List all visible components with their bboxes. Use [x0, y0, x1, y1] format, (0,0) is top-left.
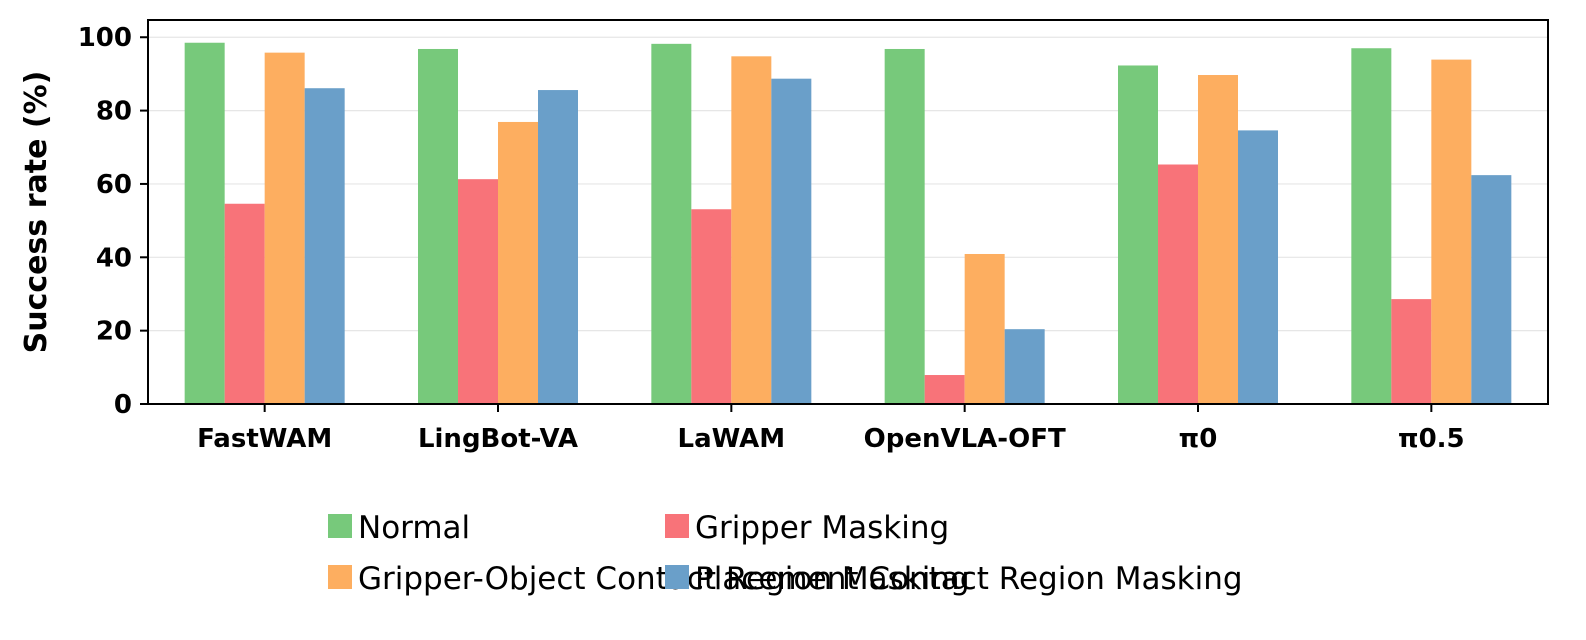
- bar--0-5-gripper-masking: [1391, 299, 1432, 404]
- y-tick-label: 0: [114, 390, 132, 420]
- x-tick-label: π0: [1179, 424, 1218, 454]
- x-tick-label: LaWAM: [678, 424, 786, 454]
- bar-lawam-placement-contact-region-masking: [771, 78, 812, 404]
- bar-openvla-oft-placement-contact-region-masking: [1004, 329, 1045, 404]
- plot-frame: [147, 19, 1549, 405]
- bar-lawam-gripper-object-contact-region-masking: [731, 56, 772, 405]
- x-tick-label: OpenVLA-OFT: [864, 424, 1066, 454]
- bar-lingbot-va-gripper-masking: [458, 179, 498, 404]
- bar--0-5-gripper-object-contact-region-masking: [1431, 59, 1472, 404]
- bar-openvla-oft-normal: [884, 48, 925, 404]
- bar--0-5-normal: [1351, 48, 1392, 404]
- y-tick-label: 20: [96, 317, 132, 347]
- bars: [184, 42, 1512, 405]
- bar-lingbot-va-gripper-object-contact-region-masking: [498, 121, 538, 404]
- bar-openvla-oft-gripper-masking: [924, 375, 965, 404]
- x-tick-label: FastWAM: [197, 424, 332, 454]
- y-tick-label: 40: [96, 243, 132, 273]
- bar--0-gripper-object-contact-region-masking: [1198, 75, 1238, 404]
- legend: Normal Gripper Masking Gripper-Object Cont…: [328, 510, 1243, 597]
- y-tick-label: 60: [96, 170, 132, 200]
- x-tick-label: LingBot-VA: [418, 424, 578, 454]
- legend-label: Gripper-Object Contact Region Masking: [358, 561, 970, 597]
- bar-fastwam-gripper-object-contact-region-masking: [264, 52, 305, 404]
- legend-swatch: [328, 514, 352, 538]
- legend-label: Gripper Masking: [695, 510, 949, 546]
- bar--0-5-placement-contact-region-masking: [1471, 175, 1512, 404]
- bar-openvla-oft-gripper-object-contact-region-masking: [964, 253, 1005, 404]
- x-tick-label: π0.5: [1398, 424, 1465, 454]
- legend-label: Normal: [358, 510, 470, 546]
- bar--0-normal: [1118, 65, 1158, 404]
- x-axis-ticks: FastWAM LingBot-VA LaWAM OpenVLA-OFT π0 π0.5: [197, 404, 1465, 454]
- bar-fastwam-placement-contact-region-masking: [304, 88, 345, 404]
- grid-lines: [148, 36, 1548, 405]
- bar-lawam-normal: [651, 43, 692, 405]
- legend-swatch: [328, 565, 352, 589]
- legend-label: Placement Contact Region Masking: [695, 561, 1243, 597]
- legend-swatch: [665, 514, 689, 538]
- bar--0-placement-contact-region-masking: [1238, 130, 1278, 404]
- bar--0-gripper-masking: [1158, 164, 1198, 404]
- legend-swatch: [665, 565, 689, 589]
- y-axis-label: Success rate (%): [19, 71, 54, 354]
- bar-lingbot-va-normal: [418, 48, 458, 404]
- bar-lawam-gripper-masking: [691, 209, 732, 404]
- y-tick-label: 100: [78, 23, 132, 53]
- bar-fastwam-normal: [184, 42, 225, 404]
- bar-lingbot-va-placement-contact-region-masking: [538, 90, 578, 404]
- bar-fastwam-gripper-masking: [224, 203, 265, 404]
- y-axis-ticks: 0 20 40 60 80 100: [78, 23, 148, 420]
- y-tick-label: 80: [96, 97, 132, 127]
